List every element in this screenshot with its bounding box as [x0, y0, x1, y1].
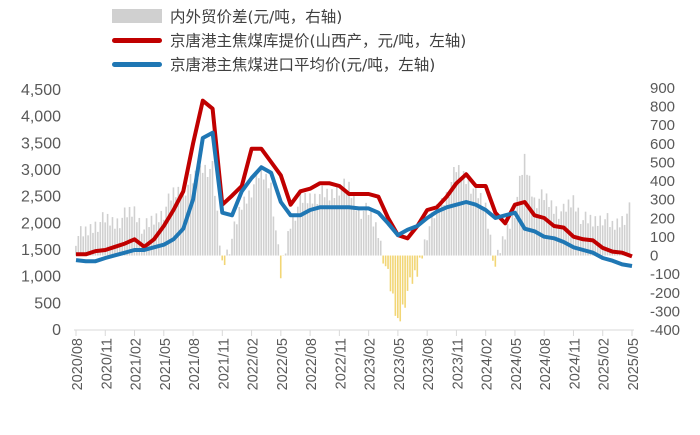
right-tick-label: -200: [650, 285, 680, 302]
legend-label-domestic: 京唐港主焦煤库提价(山西产，元/吨，左轴): [170, 32, 467, 50]
right-tick-label: 200: [650, 210, 675, 227]
axes: [74, 329, 634, 336]
legend-blue-line-swatch: [112, 61, 162, 67]
import-price-line: [75, 130, 633, 268]
x-axis-labels: 2020/08 2020/11 2021/02 2021/05 2021/08 2021/…: [70, 338, 642, 390]
x-tick-label: 2021/02: [129, 338, 145, 390]
x-tick-label: 2024/11: [567, 338, 583, 389]
right-tick-label: 400: [650, 173, 675, 190]
x-tick-label: 2025/02: [597, 338, 613, 390]
left-tick-label: 1,000: [21, 269, 61, 286]
x-tick-label: 2022/05: [275, 338, 291, 390]
right-tick-label: 800: [650, 99, 675, 116]
price-spread-bars: [75, 153, 631, 322]
left-tick-label: 2,500: [21, 189, 61, 206]
chart-legend: 内外贸价差(元/吨，右轴) 京唐港主焦煤库提价(山西产，元/吨，左轴) 京唐港主…: [112, 4, 466, 76]
legend-red-line-swatch: [112, 37, 162, 43]
left-tick-label: 500: [34, 295, 61, 312]
left-tick-label: 3,500: [21, 135, 61, 152]
x-tick-label: 2022/08: [304, 338, 320, 390]
legend-bar-swatch: [112, 9, 162, 23]
left-tick-label: 0: [52, 322, 61, 339]
x-tick-label: 2023/11: [450, 338, 466, 389]
left-tick-label: 3,000: [21, 162, 61, 179]
right-tick-label: 100: [650, 229, 675, 246]
x-tick-label: 2022/02: [246, 338, 262, 390]
right-tick-label: -300: [650, 303, 680, 320]
left-tick-label: 4,000: [21, 109, 61, 126]
x-tick-label: 2024/05: [509, 338, 525, 390]
x-tick-label: 2021/11: [216, 338, 232, 389]
right-tick-label: 600: [650, 136, 675, 153]
x-tick-label: 2020/11: [99, 338, 115, 389]
right-tick-label: 500: [650, 154, 675, 171]
x-tick-label: 2023/02: [363, 338, 379, 390]
legend-item-domestic: 京唐港主焦煤库提价(山西产，元/吨，左轴): [112, 28, 466, 52]
legend-label-spread: 内外贸价差(元/吨，右轴): [170, 8, 343, 26]
x-tick-label: 2020/08: [70, 338, 86, 390]
left-tick-label: 1,500: [21, 242, 61, 259]
x-tick-label: 2023/08: [421, 338, 437, 390]
right-tick-label: 900: [650, 80, 675, 97]
right-tick-label: 0: [650, 248, 658, 265]
legend-item-import: 京唐港主焦煤进口平均价(元/吨，左轴): [112, 52, 466, 76]
left-axis-labels: 0 500 1,000 1,500 2,000 2,500 3,000 3,500 4,000 4…: [21, 82, 61, 339]
left-tick-label: 2,000: [21, 215, 61, 232]
domestic-price-line: [76, 98, 633, 259]
x-tick-label: 2024/08: [538, 338, 554, 390]
x-tick-label: 2021/05: [158, 338, 174, 390]
left-tick-label: 4,500: [21, 82, 61, 99]
right-tick-label: -100: [650, 266, 680, 283]
right-tick-label: -400: [650, 322, 680, 339]
price-lines: [75, 98, 633, 268]
x-tick-label: 2025/05: [626, 338, 642, 390]
right-tick-label: 700: [650, 117, 675, 134]
legend-item-spread: 内外贸价差(元/吨，右轴): [112, 4, 466, 28]
x-tick-label: 2022/11: [333, 338, 349, 389]
right-tick-label: 300: [650, 192, 675, 209]
legend-label-import: 京唐港主焦煤进口平均价(元/吨，左轴): [170, 56, 436, 74]
x-tick-label: 2023/05: [392, 338, 408, 390]
x-tick-label: 2024/02: [480, 338, 496, 390]
x-tick-label: 2021/08: [187, 338, 203, 390]
